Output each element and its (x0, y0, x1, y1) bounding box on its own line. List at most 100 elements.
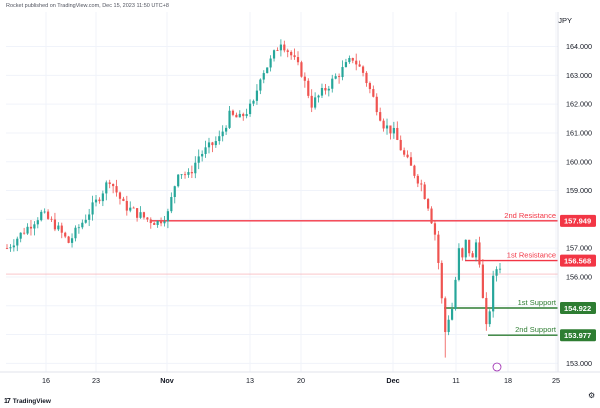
candle-body (416, 175, 419, 184)
candle-body (64, 232, 67, 237)
candle-body (474, 242, 478, 258)
candle-body (81, 222, 84, 228)
candle-body (406, 154, 409, 158)
candle-body (36, 220, 39, 225)
candle-body (320, 87, 324, 96)
candle-body (485, 297, 488, 325)
candle-body (290, 51, 293, 56)
candle-body (471, 253, 474, 258)
level-lines (6, 220, 558, 336)
candle-body (211, 142, 214, 146)
candle-body (272, 50, 276, 59)
level-badges: 157.949 156.568 154.922 153.977 (560, 214, 596, 342)
level-label: 2nd Support (515, 325, 557, 334)
candle-body (5, 248, 9, 249)
candle-body (136, 208, 139, 218)
candle-body (255, 90, 259, 101)
x-tick-label: 25 (552, 376, 560, 385)
candle-body (153, 223, 156, 225)
candle-body (26, 226, 29, 234)
candle-body (98, 199, 101, 202)
y-tick-label: 159.000 (566, 186, 592, 195)
time-axis[interactable]: 16 23 Nov 13 20 Dec 11 18 25 (0, 362, 600, 385)
candle-body (344, 62, 348, 68)
level-badge-value: 153.977 (564, 331, 591, 340)
candle-body (221, 131, 224, 137)
candle-body (122, 198, 125, 201)
candle-body (303, 76, 306, 81)
event-marker-icon (492, 362, 502, 372)
tradingview-logo[interactable]: 17 TradingView (4, 398, 51, 405)
x-tick-label: 16 (42, 376, 50, 385)
y-tick-label: 161.000 (566, 128, 592, 137)
candle-body (266, 67, 269, 74)
candle-body (358, 64, 361, 67)
x-tick-label: Nov (160, 376, 174, 385)
candle-body (355, 60, 358, 65)
candle-body (70, 238, 74, 243)
candle-body (457, 248, 461, 280)
candle-body (403, 150, 406, 155)
candle-body (105, 182, 108, 194)
candle-body (498, 268, 502, 270)
candle-body (23, 232, 26, 234)
level-badge-value: 154.922 (564, 304, 591, 313)
candle-body (351, 58, 354, 61)
candle-body (132, 207, 135, 209)
candle-body (187, 172, 190, 175)
level-badge (560, 214, 596, 227)
price-axis[interactable]: 164.000 163.000 162.000 161.000 160.000 159.0… (557, 12, 592, 372)
level-badge (560, 329, 596, 342)
candle-body (40, 211, 43, 221)
candle-body (337, 76, 341, 78)
candle-body (12, 245, 15, 248)
candles (5, 39, 502, 358)
y-tick-label: 164.000 (566, 42, 592, 51)
candle-body (379, 112, 382, 121)
candle-body (149, 219, 152, 224)
candle-body (33, 224, 36, 229)
candle-body (454, 279, 457, 310)
candle-body (84, 219, 87, 223)
level-label: 1st Support (518, 298, 557, 307)
candle-body (190, 172, 193, 174)
candle-body (437, 234, 440, 263)
candle-body (286, 50, 289, 52)
y-tick-label: 160.000 (566, 157, 592, 166)
candle-body (427, 199, 430, 209)
candle-body (173, 186, 176, 198)
candle-body (283, 44, 286, 51)
candle-body (385, 125, 389, 129)
candle-body (91, 202, 94, 215)
candle-body (115, 186, 118, 193)
candle-body (423, 184, 426, 200)
x-tick-label: Dec (386, 376, 399, 385)
candle-body (201, 153, 204, 157)
y-tick-label: 157.000 (566, 244, 592, 253)
x-tick-label: 13 (246, 376, 254, 385)
candle-body (461, 248, 464, 258)
candle-body (225, 127, 228, 132)
grid-lines (6, 12, 558, 372)
candle-body (372, 89, 375, 97)
level-label: 2nd Resistance (504, 211, 556, 220)
candle-body (331, 78, 334, 89)
candle-body (77, 227, 80, 229)
x-tick-label: 11 (452, 376, 459, 385)
x-tick-label: 18 (504, 376, 512, 385)
candle-body (43, 211, 46, 213)
candle-body (420, 183, 423, 185)
gear-icon[interactable]: ⚙ (588, 391, 596, 400)
candle-body (276, 50, 279, 52)
candle-body (139, 212, 142, 218)
y-tick-label: 153.000 (566, 359, 592, 368)
candle-body (409, 157, 413, 166)
candle-body (16, 238, 19, 246)
candle-body (177, 174, 180, 187)
candle-body (218, 136, 221, 142)
y-tick-label: 156.000 (566, 272, 592, 281)
level-badge-value: 157.949 (564, 217, 591, 226)
y-tick-label: 162.000 (566, 100, 592, 109)
candle-body (142, 212, 146, 218)
